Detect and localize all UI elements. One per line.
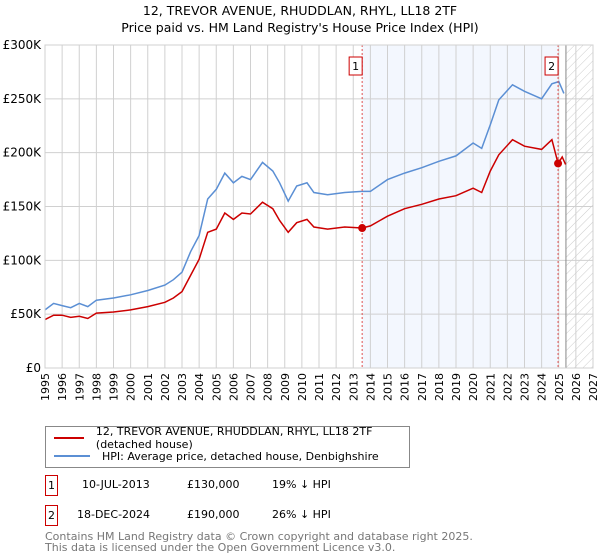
transaction-date: 18-DEC-2024 <box>77 508 151 521</box>
title-line-2: Price paid vs. HM Land Registry's House … <box>121 20 479 35</box>
sale-point <box>554 159 563 168</box>
title-line-1: 12, TREVOR AVENUE, RHUDDLAN, RHYL, LL18 … <box>142 3 458 18</box>
x-tick-label: 1998 <box>90 373 103 401</box>
transaction-row: 2 18-DEC-2024 £190,000 26% ↓ HPI <box>45 505 445 526</box>
x-tick-label: 2007 <box>245 373 258 401</box>
y-tick-label: £150K <box>3 200 43 214</box>
x-tick-label: 1995 <box>39 373 52 401</box>
x-tick-label: 2004 <box>193 373 206 401</box>
x-tick-label: 1997 <box>73 373 86 401</box>
transaction-row: 1 10-JUL-2013 £130,000 19% ↓ HPI <box>45 475 445 496</box>
plot-border <box>44 44 594 369</box>
x-tick-label: 2010 <box>296 373 309 401</box>
footer: Contains HM Land Registry data © Crown c… <box>45 531 473 553</box>
y-tick-label: £250K <box>3 92 43 106</box>
transaction-hpi-delta: 19% ↓ HPI <box>272 478 331 491</box>
legend-item-property: 12, TREVOR AVENUE, RHUDDLAN, RHYL, LL18 … <box>54 425 409 451</box>
property-price-line <box>44 138 567 321</box>
transaction-date: 10-JUL-2013 <box>82 478 150 491</box>
x-tick-label: 2003 <box>176 373 189 401</box>
x-tick-label: 2015 <box>382 373 395 401</box>
transaction-hpi-delta: 26% ↓ HPI <box>272 508 331 521</box>
legend-label-property: 12, TREVOR AVENUE, RHUDDLAN, RHYL, LL18 … <box>95 425 373 451</box>
y-tick-label: £50K <box>10 307 42 321</box>
y-tick-label: £300K <box>3 38 43 52</box>
x-tick-label: 2016 <box>399 373 412 401</box>
x-tick-label: 2026 <box>570 373 583 401</box>
x-tick-label: 1999 <box>108 373 121 401</box>
chart-title: 12, TREVOR AVENUE, RHUDDLAN, RHYL, LL18 … <box>0 2 600 36</box>
x-tick-label: 2013 <box>347 373 360 401</box>
x-tick-label: 2021 <box>484 373 497 401</box>
legend-line-blue <box>54 455 90 457</box>
hpi-line <box>44 80 565 311</box>
footer-line-1: Contains HM Land Registry data © Crown c… <box>45 530 473 543</box>
y-tick-label: £200K <box>3 146 43 160</box>
x-tick-label: 2019 <box>450 373 463 401</box>
legend-item-hpi: HPI: Average price, detached house, Denb… <box>54 448 379 464</box>
x-tick-label: 1996 <box>56 373 69 401</box>
sale-point <box>358 224 367 233</box>
y-tick-label: £0 <box>26 361 41 375</box>
x-tick-label: 2012 <box>330 373 343 401</box>
x-tick-label: 2009 <box>279 373 292 401</box>
y-tick-label: £100K <box>3 253 43 267</box>
sale-label-box <box>544 56 559 76</box>
x-tick-label: 2000 <box>125 373 138 401</box>
footer-line-2: This data is licensed under the Open Gov… <box>45 541 396 554</box>
transaction-marker: 2 <box>45 505 58 526</box>
transaction-marker: 1 <box>45 475 58 496</box>
x-tick-label: 2017 <box>416 373 429 401</box>
x-tick-label: 2005 <box>210 373 223 401</box>
x-tick-label: 2023 <box>519 373 532 401</box>
x-tick-label: 2001 <box>142 373 155 401</box>
sale-label: 1 <box>352 60 359 73</box>
sale-label-box <box>348 56 363 76</box>
x-tick-label: 2002 <box>159 373 172 401</box>
x-tick-label: 2018 <box>433 373 446 401</box>
x-tick-label: 2022 <box>501 373 514 401</box>
x-tick-label: 2008 <box>262 373 275 401</box>
x-tick-label: 2024 <box>536 373 549 401</box>
x-tick-label: 2027 <box>587 373 600 401</box>
transaction-price: £190,000 <box>187 508 240 521</box>
legend-line-red <box>54 437 84 439</box>
transaction-price: £130,000 <box>187 478 240 491</box>
x-tick-label: 2006 <box>227 373 240 401</box>
x-tick-label: 2020 <box>467 373 480 401</box>
price-chart: 1995 1996 1997 1998 1999 2000 2001 2002 2003 2004… <box>3 38 600 401</box>
sale-label: 2 <box>548 60 555 73</box>
legend-label-hpi: HPI: Average price, detached house, Denb… <box>102 449 379 463</box>
x-tick-label: 2011 <box>313 373 326 401</box>
x-tick-label: 2014 <box>364 373 377 401</box>
legend: 12, TREVOR AVENUE, RHUDDLAN, RHYL, LL18 … <box>45 425 410 468</box>
x-tick-label: 2025 <box>553 373 566 401</box>
